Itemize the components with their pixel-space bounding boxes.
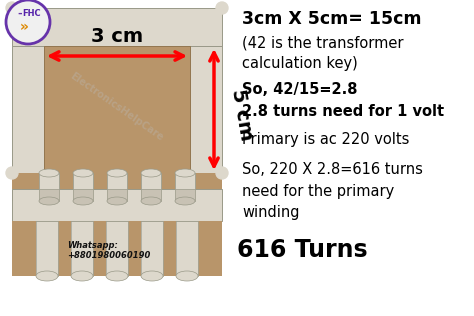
Polygon shape bbox=[107, 173, 127, 201]
Ellipse shape bbox=[39, 197, 59, 205]
Circle shape bbox=[6, 167, 18, 179]
Polygon shape bbox=[175, 173, 195, 189]
Text: winding: winding bbox=[242, 205, 300, 220]
Circle shape bbox=[216, 2, 228, 14]
Text: -: - bbox=[18, 9, 22, 19]
Text: »: » bbox=[19, 20, 28, 34]
Polygon shape bbox=[12, 46, 44, 173]
Text: calculation key): calculation key) bbox=[242, 56, 358, 71]
Polygon shape bbox=[71, 221, 93, 276]
Circle shape bbox=[6, 2, 18, 14]
Polygon shape bbox=[190, 46, 222, 173]
Circle shape bbox=[6, 0, 50, 44]
Text: 2.8 turns need for 1 volt: 2.8 turns need for 1 volt bbox=[242, 104, 444, 119]
Ellipse shape bbox=[107, 197, 127, 205]
Polygon shape bbox=[12, 173, 39, 201]
Polygon shape bbox=[127, 173, 141, 189]
Text: So, 42/15=2.8: So, 42/15=2.8 bbox=[242, 82, 357, 97]
Polygon shape bbox=[73, 173, 93, 189]
Polygon shape bbox=[39, 173, 59, 189]
Polygon shape bbox=[12, 221, 36, 276]
Ellipse shape bbox=[39, 169, 59, 177]
Polygon shape bbox=[107, 173, 127, 189]
Ellipse shape bbox=[36, 271, 58, 281]
Polygon shape bbox=[127, 173, 141, 201]
Ellipse shape bbox=[141, 169, 161, 177]
Polygon shape bbox=[58, 221, 71, 276]
Polygon shape bbox=[128, 221, 141, 276]
Polygon shape bbox=[59, 173, 73, 189]
Polygon shape bbox=[93, 173, 107, 189]
Ellipse shape bbox=[71, 271, 93, 281]
Text: (42 is the transformer: (42 is the transformer bbox=[242, 36, 403, 51]
Polygon shape bbox=[163, 221, 176, 276]
Ellipse shape bbox=[175, 169, 195, 177]
Polygon shape bbox=[198, 221, 222, 276]
Polygon shape bbox=[141, 173, 161, 201]
Text: ElectronicsHelpCare: ElectronicsHelpCare bbox=[69, 70, 165, 143]
Polygon shape bbox=[141, 173, 161, 189]
Polygon shape bbox=[93, 221, 106, 276]
Polygon shape bbox=[39, 173, 59, 201]
Text: So, 220 X 2.8=616 turns: So, 220 X 2.8=616 turns bbox=[242, 162, 423, 177]
Text: need for the primary: need for the primary bbox=[242, 184, 394, 199]
Circle shape bbox=[216, 167, 228, 179]
Polygon shape bbox=[176, 221, 198, 276]
Polygon shape bbox=[161, 173, 175, 201]
Text: Primary is ac 220 volts: Primary is ac 220 volts bbox=[242, 132, 410, 147]
Ellipse shape bbox=[73, 169, 93, 177]
Ellipse shape bbox=[73, 197, 93, 205]
Ellipse shape bbox=[106, 271, 128, 281]
Polygon shape bbox=[175, 173, 195, 201]
Text: 616 Turns: 616 Turns bbox=[237, 238, 367, 262]
Polygon shape bbox=[36, 221, 58, 276]
Text: 3cm X 5cm= 15cm: 3cm X 5cm= 15cm bbox=[242, 10, 421, 28]
Polygon shape bbox=[12, 189, 222, 221]
Polygon shape bbox=[59, 173, 73, 201]
Polygon shape bbox=[93, 173, 107, 201]
Polygon shape bbox=[195, 173, 222, 201]
Polygon shape bbox=[12, 8, 222, 46]
Polygon shape bbox=[73, 173, 93, 201]
Polygon shape bbox=[106, 221, 128, 276]
Polygon shape bbox=[44, 46, 190, 173]
Polygon shape bbox=[161, 173, 175, 189]
Text: 3 cm: 3 cm bbox=[91, 27, 143, 46]
Ellipse shape bbox=[107, 169, 127, 177]
Text: FHC: FHC bbox=[23, 9, 41, 19]
Ellipse shape bbox=[175, 197, 195, 205]
Ellipse shape bbox=[141, 271, 163, 281]
Text: Whatsapp:
+8801980060190: Whatsapp: +8801980060190 bbox=[67, 241, 150, 260]
Polygon shape bbox=[141, 221, 163, 276]
Ellipse shape bbox=[176, 271, 198, 281]
Ellipse shape bbox=[141, 197, 161, 205]
Text: 5 cm: 5 cm bbox=[228, 87, 256, 142]
